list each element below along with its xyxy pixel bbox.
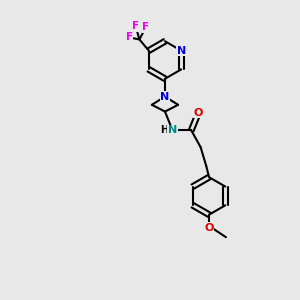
Text: N: N [177, 46, 186, 56]
Text: F: F [132, 21, 139, 31]
Text: O: O [193, 107, 203, 118]
Text: N: N [168, 125, 177, 135]
Text: F: F [142, 22, 149, 32]
Text: H: H [160, 125, 168, 135]
Text: N: N [160, 92, 169, 102]
Text: F: F [125, 32, 133, 43]
Text: O: O [204, 223, 214, 233]
